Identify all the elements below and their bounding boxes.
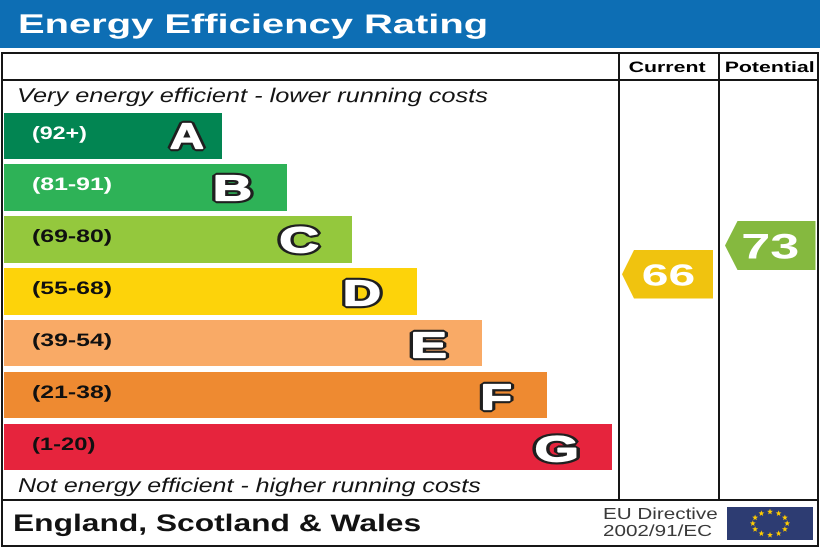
svg-text:C: C	[280, 220, 320, 260]
svg-text:73: 73	[741, 228, 799, 267]
svg-text:D: D	[343, 273, 381, 314]
svg-text:E: E	[411, 325, 448, 365]
svg-text:F: F	[481, 378, 513, 418]
svg-text:G: G	[535, 429, 580, 469]
svg-text:B: B	[213, 168, 252, 209]
svg-text:66: 66	[642, 257, 695, 292]
svg-text:A: A	[170, 115, 204, 155]
svg-text:C: C	[280, 220, 320, 260]
svg-text:D: D	[343, 273, 381, 314]
svg-text:B: B	[213, 168, 252, 209]
svg-text:A: A	[170, 115, 204, 155]
svg-text:E: E	[411, 325, 448, 365]
svg-text:F: F	[481, 378, 513, 418]
svg-text:G: G	[535, 429, 580, 469]
